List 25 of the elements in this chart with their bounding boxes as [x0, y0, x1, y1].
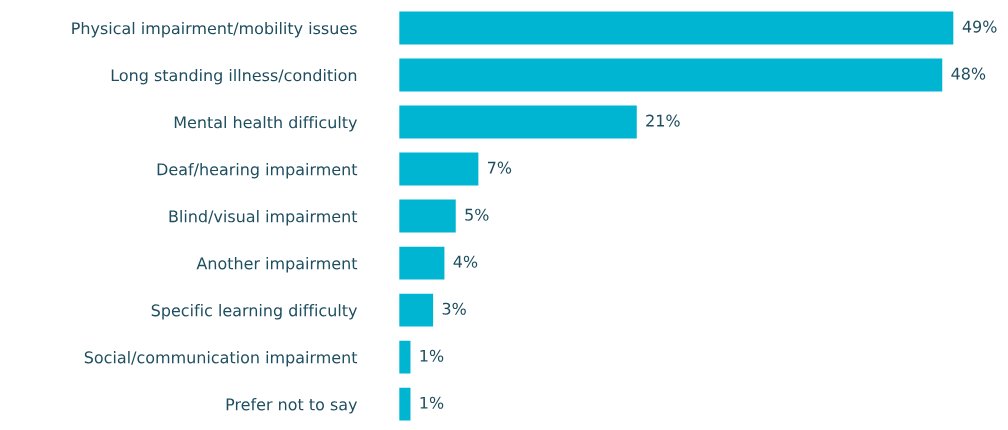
y-tick-label: Prefer not to say	[226, 398, 358, 414]
data-label: 1%	[420, 396, 444, 409]
y-tick-label: Mental health difficulty	[174, 115, 358, 132]
data-label: 7%	[488, 161, 512, 174]
data-label: 21%	[646, 114, 680, 127]
bar	[399, 11, 954, 45]
data-label: 1%	[420, 349, 444, 362]
data-label: 3%	[442, 302, 466, 315]
bar	[399, 293, 434, 327]
y-tick-label: Blind/visual impairment	[169, 210, 358, 226]
y-tick-label: Specific learning difficulty	[151, 304, 358, 320]
data-label: 49%	[962, 20, 997, 33]
bar	[399, 152, 479, 186]
bar	[399, 246, 445, 280]
bar	[399, 105, 637, 139]
bar	[399, 199, 456, 233]
data-label: 4%	[453, 255, 478, 268]
y-tick-label: Social/communication impairment	[84, 351, 358, 367]
data-label: 5%	[465, 208, 489, 221]
y-tick-label: Another impairment	[196, 257, 358, 273]
y-tick-label: Physical impairment/mobility issues	[72, 21, 357, 38]
bar	[399, 58, 943, 92]
y-tick-label: Deaf/hearing impairment	[157, 162, 358, 179]
y-tick-label: Long standing illness/condition	[111, 68, 357, 85]
data-label: 48%	[951, 67, 986, 80]
